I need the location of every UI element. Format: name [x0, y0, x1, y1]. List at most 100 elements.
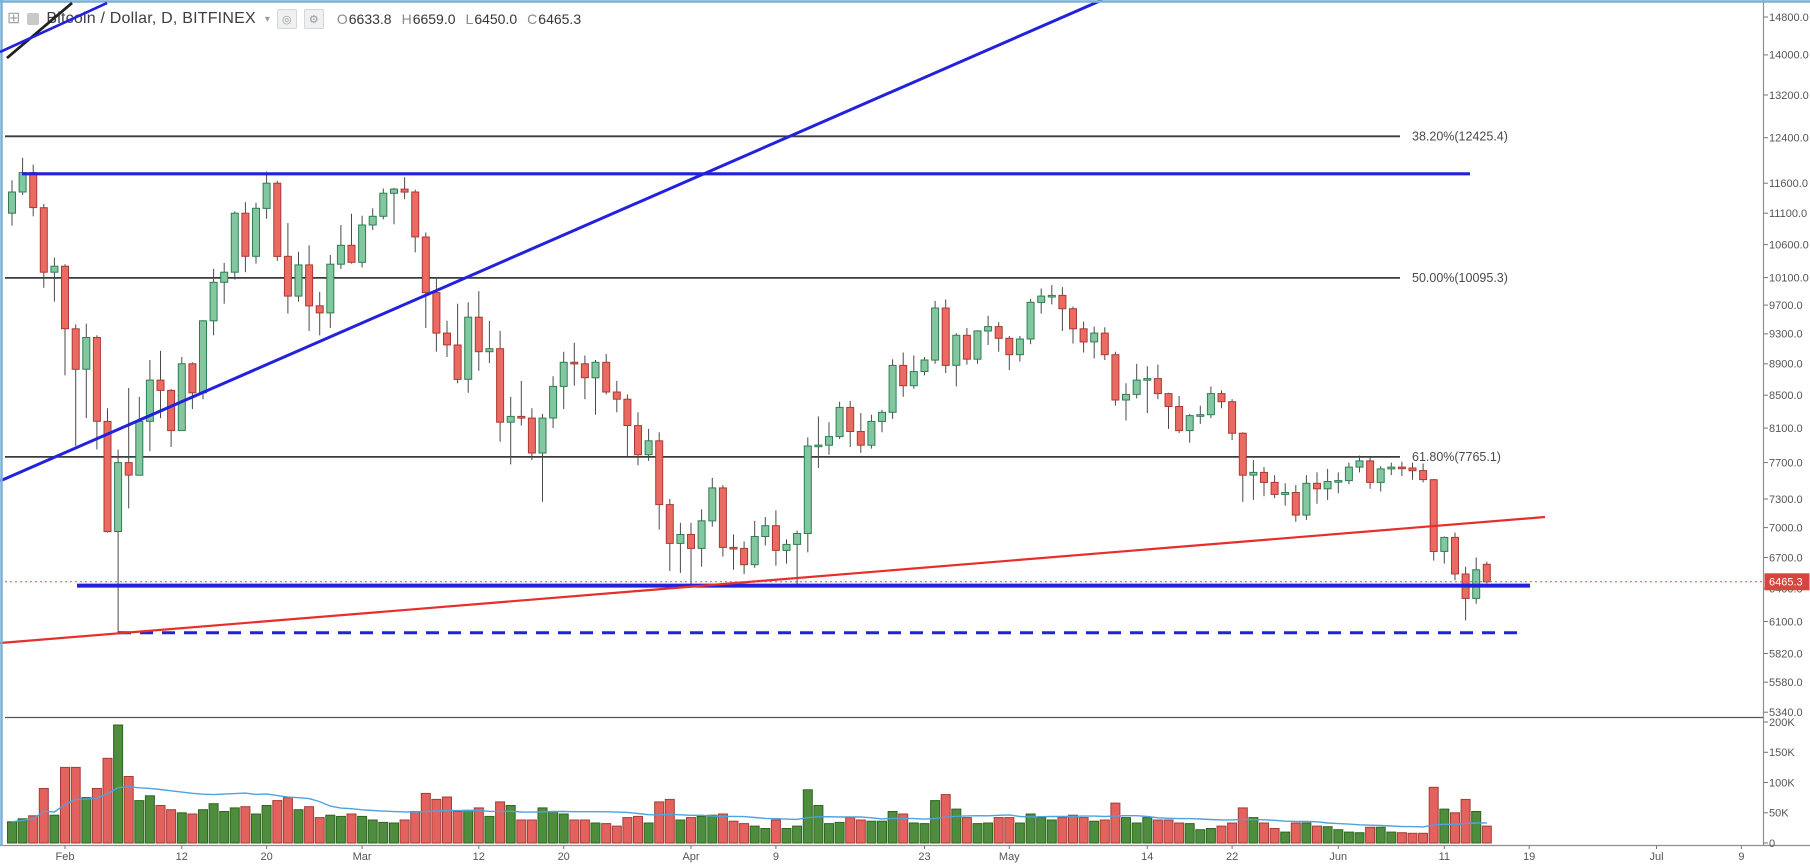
candle	[358, 215, 367, 268]
chart-style-icon[interactable]	[27, 13, 40, 25]
time-axis-label: Mar	[353, 851, 372, 863]
candle	[846, 400, 855, 447]
volume-bar	[70, 766, 81, 844]
volume-bar	[1163, 819, 1174, 844]
time-axis-label: 20	[260, 851, 272, 863]
volume-bar	[1375, 826, 1386, 844]
volume-bar	[887, 811, 898, 844]
volume-bar	[908, 822, 919, 844]
volume-bar	[1142, 817, 1153, 844]
volume-bar	[590, 822, 601, 844]
symbol-title[interactable]: Bitcoin / Dollar, D, BITFINEX	[46, 10, 256, 27]
candle	[580, 355, 589, 400]
time-axis[interactable]: Feb 12 20 Mar 12 20 Apr 9 23 May 14 22 Jun 11 19 Jul 9	[56, 845, 1745, 864]
candle	[1015, 336, 1024, 362]
volume-bar	[473, 807, 484, 844]
price-axis-label: 7300.0	[1769, 494, 1803, 506]
volume-bar	[1014, 822, 1025, 844]
volume-bar	[1089, 820, 1100, 844]
volume-bar	[1280, 831, 1291, 844]
volume-bar	[1248, 817, 1259, 844]
horizontal-lines[interactable]	[22, 172, 1530, 635]
volume-bar	[314, 817, 325, 844]
candle	[1143, 366, 1152, 414]
candle	[1217, 390, 1226, 409]
volume-bar	[378, 821, 389, 844]
time-axis-label: 20	[558, 851, 570, 863]
candle	[1005, 336, 1014, 370]
chevron-down-icon[interactable]: ▾	[264, 13, 270, 25]
candle	[1132, 363, 1141, 399]
volume-bar	[1312, 825, 1322, 844]
settings-gear-icon[interactable]: ⚙	[303, 9, 324, 29]
volume-bar	[293, 809, 304, 844]
fib-retracement[interactable]: 38.20%(12425.4) 50.00%(10095.3) 61.80%(776…	[5, 129, 1508, 464]
volume-bar	[219, 811, 230, 844]
candle	[368, 208, 377, 230]
volume-bar	[28, 815, 39, 844]
candle	[1185, 413, 1194, 443]
candle	[199, 320, 207, 400]
candle	[1249, 460, 1258, 500]
volume-bar	[304, 806, 315, 844]
volume-bar	[452, 811, 463, 844]
price-axis-label: 5340.0	[1769, 707, 1803, 719]
candle	[92, 335, 101, 450]
volume-bar	[675, 819, 686, 844]
price-axis[interactable]: 14800.0 14000.0 13200.0 12400.0 11600.0 11100…	[1763, 12, 1809, 719]
candle	[835, 401, 844, 440]
volume-bar	[601, 823, 612, 844]
candle	[8, 180, 16, 226]
volume-bar	[1301, 822, 1312, 844]
volume-bar	[1099, 819, 1110, 844]
candle	[262, 171, 271, 219]
volume-bar	[240, 806, 251, 844]
candle	[400, 177, 409, 200]
volume-axis-label: 200K	[1769, 717, 1795, 729]
candle	[50, 257, 59, 302]
volume-bar	[7, 821, 17, 844]
price-axis-label: 13200.0	[1769, 90, 1809, 102]
candle	[1069, 306, 1077, 344]
volume-axis-label: 150K	[1769, 747, 1795, 759]
volume-bar	[1343, 831, 1354, 844]
candle	[1334, 472, 1343, 494]
price-axis-label: 8100.0	[1769, 423, 1803, 435]
volume-bar	[261, 805, 272, 844]
candle	[1472, 557, 1481, 604]
price-axis-label: 10600.0	[1769, 239, 1809, 251]
fib-level-label: 38.20%(12425.4)	[1412, 129, 1508, 143]
volume-axis-label: 50K	[1769, 808, 1789, 820]
candle	[1238, 432, 1247, 502]
candle	[1429, 478, 1438, 561]
candle	[527, 408, 536, 460]
candle	[1355, 455, 1364, 473]
volume-bar	[495, 801, 506, 844]
volume-bar	[1184, 823, 1195, 844]
candle	[315, 291, 324, 336]
candle	[1451, 532, 1459, 581]
layout-grid-icon[interactable]: ⊞	[7, 10, 21, 27]
candle	[1482, 561, 1491, 584]
volume-bar	[569, 819, 580, 844]
candle	[1387, 462, 1396, 476]
compare-icon[interactable]: ◎	[276, 9, 297, 29]
time-axis-label: 12	[473, 851, 485, 863]
volume-bar	[1396, 832, 1407, 844]
candle	[1376, 466, 1385, 492]
volume-axis[interactable]: 200K 150K 100K 50K 0	[1763, 717, 1796, 850]
volume-bar	[208, 803, 219, 844]
volume-bar	[728, 820, 739, 844]
candle	[474, 291, 483, 371]
candle	[326, 255, 335, 328]
candle	[793, 530, 802, 585]
volume-bar	[664, 798, 675, 844]
volume-bar	[749, 825, 760, 844]
candle	[856, 413, 865, 453]
candle	[1291, 485, 1300, 522]
candle	[305, 245, 314, 331]
volume-bar	[898, 813, 909, 844]
candle	[283, 223, 292, 314]
candle	[920, 357, 929, 376]
